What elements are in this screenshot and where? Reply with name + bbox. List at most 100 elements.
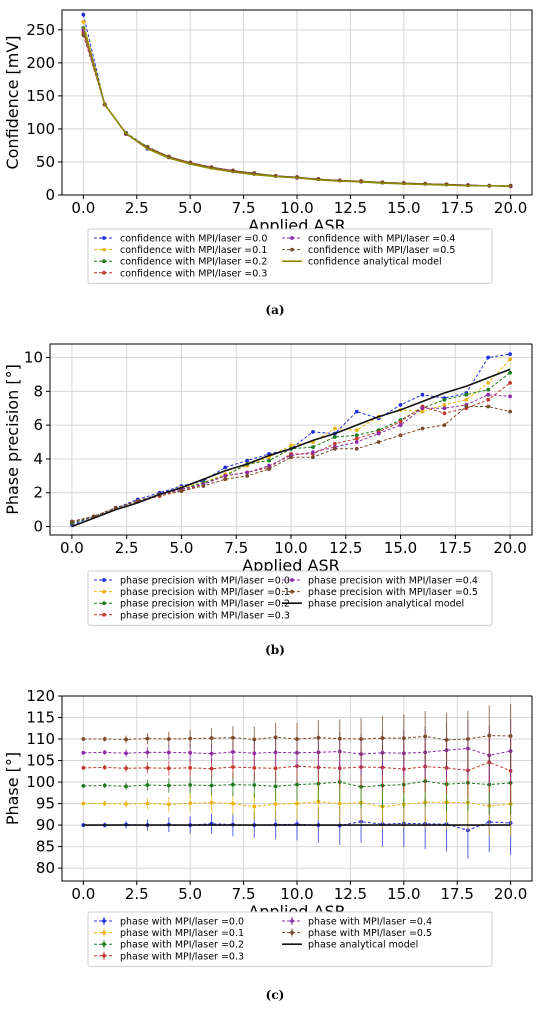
data-point [311,450,315,455]
x-tick-label: 12.5 [334,885,367,903]
chart-panel-c: 0.0 2.5 5.0 7.5 10.0 12.5 15.0 17.5 20.0 80 85 90 95… [0,660,550,1013]
legend-entry: confidence with MPI/laser =0.3 [120,268,267,279]
data-point [223,473,228,478]
y-tick-label: 95 [36,795,55,813]
data-point [420,426,425,431]
legend: confidence with MPI/laser =0.0confidence… [87,228,493,284]
data-point [311,445,315,450]
data-point [295,782,299,787]
x-tick-label: 17.5 [441,885,474,903]
x-tick-label: 15.0 [387,199,420,217]
data-point [81,750,86,755]
legend-marker [102,270,106,275]
data-point [398,433,403,438]
data-point [102,737,107,741]
data-point [166,750,171,755]
data-point [311,429,315,434]
data-point [102,765,107,770]
data-point [486,392,491,397]
data-point [124,802,128,806]
legend-marker [102,236,106,240]
x-tick-label: 7.5 [224,539,248,557]
legend-entry: phase precision with MPI/laser =0.1 [120,587,290,598]
data-point [401,736,406,741]
caption-b: (b) [265,643,285,657]
legend-entry: phase precision with MPI/laser =0.2 [120,599,290,610]
y-tick-label: 8 [33,382,43,400]
data-point [354,440,359,444]
data-point [231,765,235,769]
data-point [289,455,293,460]
data-point [332,426,337,431]
data-point [337,736,342,741]
data-point [124,784,128,789]
caption-a: (a) [265,303,285,317]
data-point [380,736,385,741]
y-tick-label: 10 [24,349,43,367]
series-line [83,735,511,741]
x-axis-label: Applied ASR [242,556,339,575]
legend-entry: phase with MPI/laser =0.4 [308,917,432,928]
data-point [376,440,381,444]
data-point [166,783,171,788]
x-tick-label: 7.5 [232,199,256,217]
caption-c: (c) [265,988,285,1002]
x-tick-label: 15.0 [387,885,420,903]
data-point [332,441,337,446]
data-point [124,737,128,742]
series-line [71,368,511,528]
data-point [398,423,403,428]
data-point [354,436,359,441]
y-tick-label: 0 [33,518,43,536]
data-point [81,801,86,806]
data-point [245,458,250,463]
data-point [267,463,271,468]
data-point [486,380,491,385]
data-point [102,783,107,788]
data-point [209,751,214,756]
y-tick-label: 100 [26,773,55,791]
data-point [81,765,86,770]
legend-entry: phase precision with MPI/laser =0.5 [308,587,478,598]
y-tick-label: 80 [36,859,55,877]
data-point [188,801,193,806]
data-point [145,783,150,787]
data-point [273,784,278,789]
data-point [124,766,128,771]
x-tick-label: 10.0 [280,885,313,903]
x-tick-label: 20.0 [494,199,527,217]
data-point [267,467,271,471]
data-point [423,734,428,739]
data-point [188,783,193,787]
data-point [466,737,470,741]
data-point [398,402,403,407]
data-point [209,736,214,741]
y-axis-label: Phase [°] [3,752,22,825]
legend-entry: phase with MPI/laser =0.3 [120,951,244,962]
legend-entry: phase with MPI/laser =0.1 [120,928,244,939]
data-point [420,392,425,397]
data-point [486,404,491,409]
x-tick-label: 10.0 [280,199,313,217]
data-point [145,736,150,741]
x-tick-label: 0.0 [71,885,95,903]
y-tick-label: 100 [26,120,55,138]
data-point [442,411,447,416]
data-point [420,406,425,411]
data-point [508,370,512,375]
y-tick-label: 50 [36,153,55,171]
y-tick-label: 200 [26,54,55,72]
data-point [354,428,359,433]
x-tick-label: 0.0 [60,539,84,557]
data-point [442,406,447,411]
data-point [508,352,512,357]
series-line [83,801,511,808]
legend-entry: confidence with MPI/laser =0.1 [120,245,267,256]
legend-entry: phase precision analytical model [308,599,464,610]
legend-entry: confidence with MPI/laser =0.5 [308,245,455,256]
data-point [231,750,235,754]
y-tick-label: 90 [36,816,55,834]
data-point [295,801,299,806]
x-tick-label: 12.5 [334,199,367,217]
